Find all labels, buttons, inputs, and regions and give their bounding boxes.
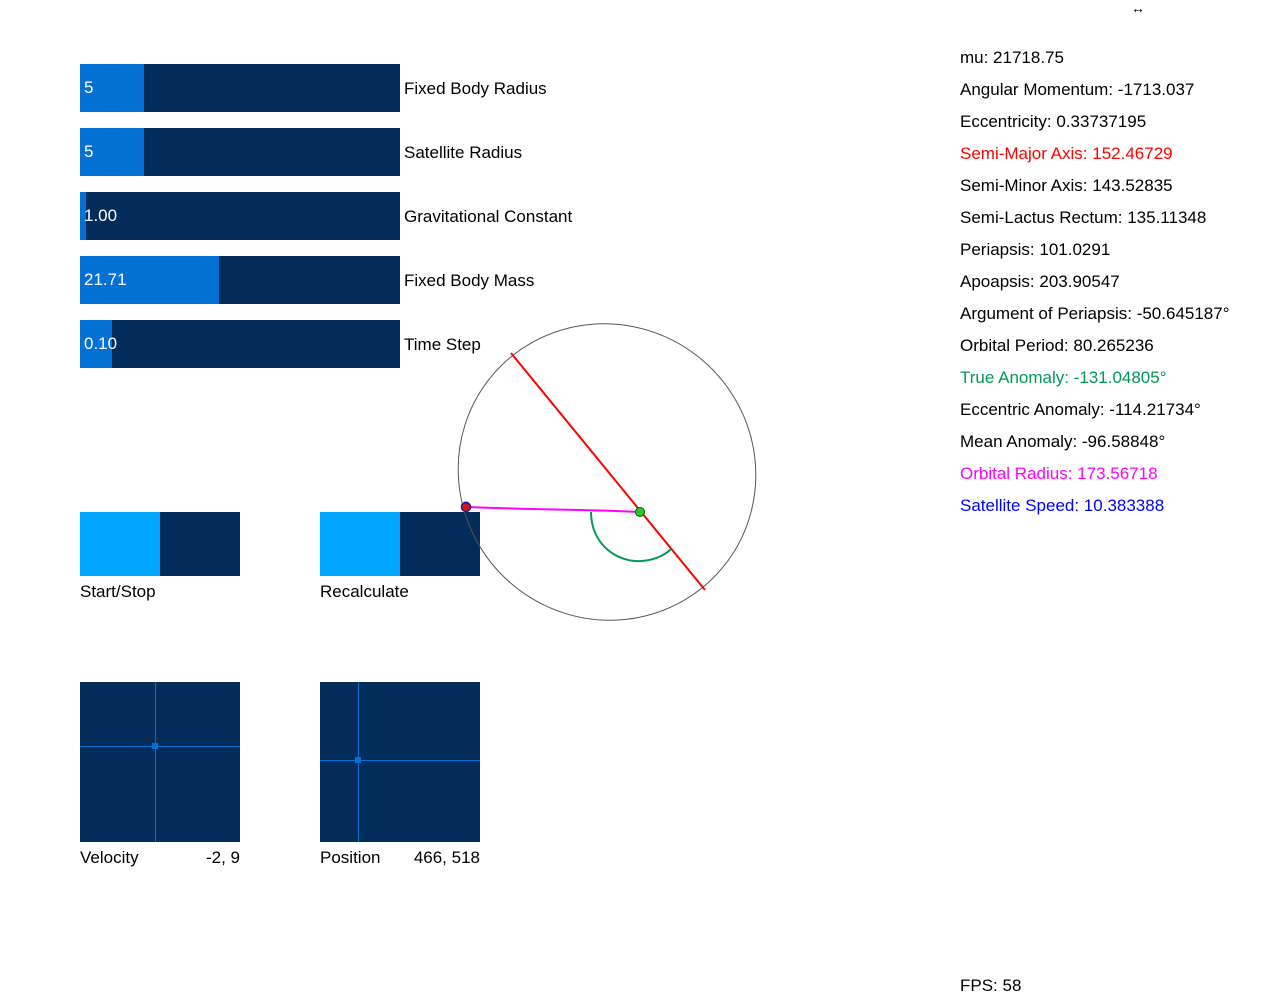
stat-eccentric-anomaly: Eccentric Anomaly: -114.21734° — [960, 400, 1201, 419]
orbit-ellipse — [457, 323, 757, 621]
velocity-pad[interactable] — [80, 682, 240, 842]
fps-counter: FPS: 58 — [960, 976, 1022, 995]
velocity-label: Velocity — [80, 848, 139, 867]
slider-fixed-body-radius[interactable]: 5 — [80, 64, 400, 112]
slider-value: 5 — [84, 78, 94, 97]
stat-semi-minor-axis: Semi-Minor Axis: 143.52835 — [960, 176, 1173, 195]
slider-gravitational-constant[interactable]: 1.00 — [80, 192, 400, 240]
stat-orbital-period: Orbital Period: 80.265236 — [960, 336, 1154, 355]
slider-fill — [80, 192, 87, 240]
stat-mean-anomaly: Mean Anomaly: -96.58848° — [960, 432, 1166, 451]
slider-label-time-step: Time Step — [404, 335, 481, 354]
stat-eccentricity: Eccentricity: 0.33737195 — [960, 112, 1147, 131]
major-axis-line — [510, 352, 706, 591]
velocity-crosshair-vertical — [155, 682, 156, 842]
start-stop-button[interactable] — [80, 512, 240, 576]
slider-fixed-body-mass[interactable]: 21.71 — [80, 256, 400, 304]
position-crosshair-horizontal — [320, 760, 480, 761]
position-value: 466, 518 — [413, 848, 480, 867]
orbital-stats-panel: mu: 21718.75 Angular Momentum: -1713.037… — [960, 49, 1230, 529]
slider-label-fixed-body-mass: Fixed Body Mass — [404, 271, 535, 290]
position-label: Position — [320, 848, 381, 867]
velocity-crosshair-horizontal — [80, 746, 240, 747]
stat-mu: mu: 21718.75 — [960, 48, 1064, 67]
slider-value: 0.10 — [84, 334, 118, 353]
slider-time-step[interactable]: 0.10 — [80, 320, 400, 368]
stat-semi-major-axis: Semi-Major Axis: 152.46729 — [960, 144, 1173, 163]
recalculate-button[interactable] — [320, 512, 480, 576]
start-stop-label: Start/Stop — [80, 582, 156, 601]
stat-periapsis: Periapsis: 101.0291 — [960, 240, 1111, 259]
slider-satellite-radius[interactable]: 5 — [80, 128, 400, 176]
slider-fill — [80, 64, 144, 112]
true-anomaly-arc — [590, 511, 672, 563]
stat-satellite-speed: Satellite Speed: 10.383388 — [960, 496, 1165, 515]
stat-orbital-radius: Orbital Radius: 173.56718 — [960, 464, 1158, 483]
velocity-value: -2, 9 — [205, 848, 240, 867]
stat-true-anomaly: True Anomaly: -131.04805° — [960, 368, 1167, 387]
slider-label-satellite-radius: Satellite Radius — [404, 143, 523, 162]
button-highlight — [320, 512, 400, 576]
stat-apoapsis: Apoapsis: 203.90547 — [960, 272, 1120, 291]
stat-argument-of-periapsis: Argument of Periapsis: -50.645187° — [960, 304, 1230, 323]
orbital-radius-line — [465, 506, 641, 513]
button-highlight — [80, 512, 160, 576]
velocity-handle[interactable] — [152, 743, 158, 749]
fixed-body — [635, 507, 645, 517]
slider-value: 1.00 — [84, 206, 118, 225]
position-handle[interactable] — [355, 757, 361, 763]
slider-fill — [80, 256, 220, 304]
satellite-velocity-mark — [462, 501, 470, 504]
position-pad[interactable] — [320, 682, 480, 842]
slider-fill — [80, 128, 144, 176]
slider-value: 5 — [84, 142, 94, 161]
resize-cursor-icon: ↔ — [1131, 0, 1145, 16]
slider-fill — [80, 320, 112, 368]
slider-label-gravitational-constant: Gravitational Constant — [404, 207, 573, 226]
slider-label-fixed-body-radius: Fixed Body Radius — [404, 79, 547, 98]
recalculate-label: Recalculate — [320, 582, 409, 601]
slider-value: 21.71 — [84, 270, 127, 289]
stat-semi-lactus-rectum: Semi-Lactus Rectum: 135.11348 — [960, 208, 1207, 227]
stat-angular-momentum: Angular Momentum: -1713.037 — [960, 80, 1195, 99]
